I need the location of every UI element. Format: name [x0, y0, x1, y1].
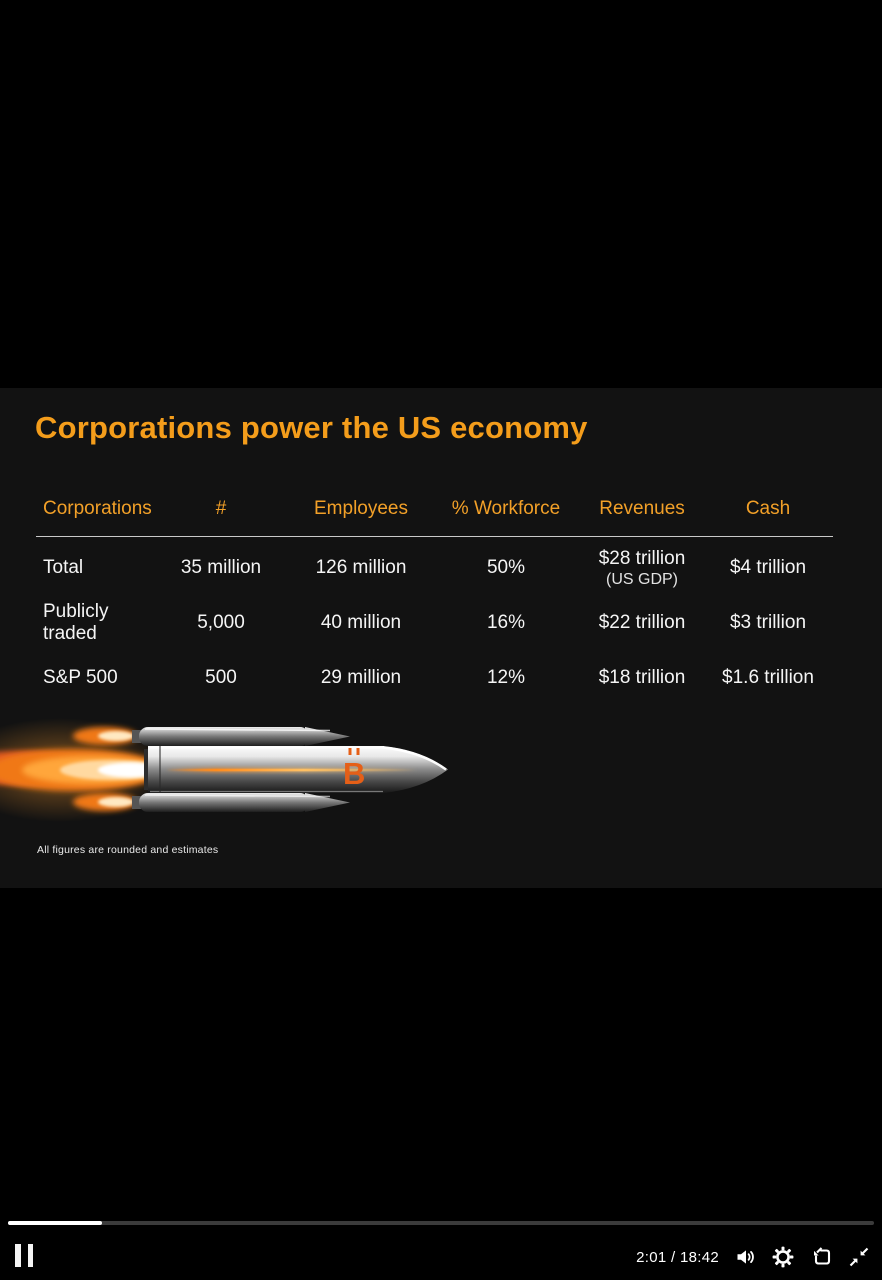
rocket-boosters	[132, 727, 350, 812]
revenue-note: (US GDP)	[606, 570, 678, 588]
table-row: Publicly traded 5,000 40 million 16% $22…	[36, 599, 833, 647]
data-table: Corporations # Employees % Workforce Rev…	[36, 488, 833, 709]
column-header: % Workforce	[451, 498, 561, 519]
table-row: Total 35 million 126 million 50% $28 tri…	[36, 537, 833, 599]
bitcoin-emblem-icon: B	[343, 748, 365, 791]
seek-bar[interactable]	[8, 1221, 874, 1225]
rocket-flame	[0, 718, 170, 822]
cell-cash: $1.6 trillion	[722, 667, 814, 688]
table-header-row: Corporations # Employees % Workforce Rev…	[36, 488, 833, 537]
svg-text:B: B	[343, 756, 365, 791]
row-label: S&P 500	[43, 667, 118, 688]
slide-title: Corporations power the US economy	[35, 410, 588, 445]
picture-in-picture-icon[interactable]	[809, 1245, 833, 1269]
time-display: 2:01 / 18:42	[636, 1248, 719, 1266]
exit-fullscreen-icon[interactable]	[847, 1245, 871, 1269]
player-controls: 2:01 / 18:42	[636, 1240, 871, 1274]
column-header: Cash	[745, 498, 791, 519]
row-label: Publicly traded	[43, 601, 109, 644]
table-row: S&P 500 500 29 million 12% $18 trillion …	[36, 647, 833, 709]
cell-count: 5,000	[197, 612, 245, 633]
video-stage[interactable]: Corporations power the US economy Corpor…	[0, 388, 882, 888]
cell-cash: $4 trillion	[729, 557, 807, 578]
cell-revenues: $18 trillion	[598, 667, 686, 688]
pause-button[interactable]	[15, 1244, 43, 1268]
cell-count: 35 million	[180, 557, 262, 578]
column-header: Employees	[314, 498, 408, 519]
rocket-illustration: B	[0, 718, 448, 822]
cell-workforce: 12%	[486, 667, 526, 688]
pause-bar	[27, 1244, 33, 1267]
settings-gear-icon[interactable]	[771, 1245, 795, 1269]
rocket-body	[144, 746, 448, 793]
slide-footnote: All figures are rounded and estimates	[37, 844, 219, 856]
cell-employees: 126 million	[315, 557, 407, 578]
cell-revenues: $28 trillion (US GDP)	[581, 548, 703, 589]
pause-bar	[15, 1244, 21, 1267]
row-label: Total	[43, 557, 84, 578]
cell-revenues: $22 trillion	[598, 612, 686, 633]
progress-fill	[8, 1221, 102, 1225]
column-header: Revenues	[599, 498, 685, 519]
column-header: Corporations	[43, 498, 152, 519]
column-header: #	[215, 498, 227, 519]
cell-workforce: 50%	[486, 557, 526, 578]
cell-workforce: 16%	[486, 612, 526, 633]
volume-icon[interactable]	[733, 1245, 757, 1269]
cell-count: 500	[205, 667, 237, 688]
revenue-value: $28 trillion	[598, 547, 686, 569]
cell-employees: 40 million	[320, 612, 402, 633]
cell-cash: $3 trillion	[729, 612, 807, 633]
cell-employees: 29 million	[320, 667, 402, 688]
